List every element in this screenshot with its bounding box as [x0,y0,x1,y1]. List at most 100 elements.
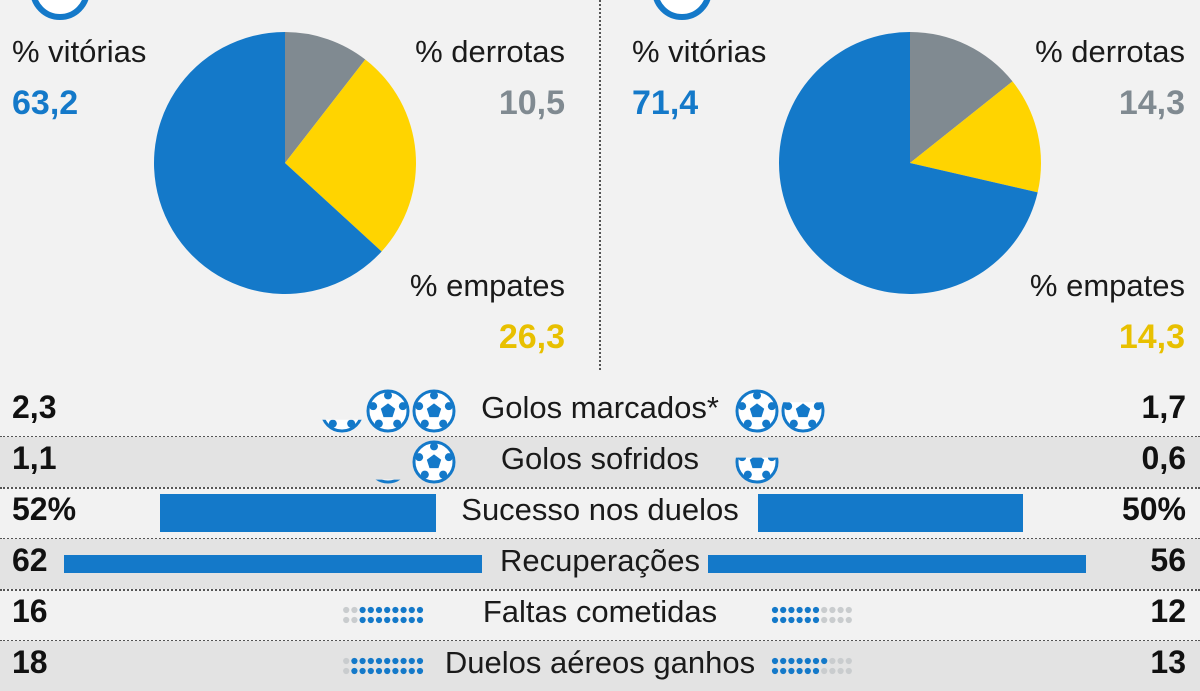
aerial-duels-left-dot [351,657,358,665]
aerial-duels-right-dot [837,667,844,675]
aerial-duels-right-dot [829,667,836,675]
right-pie-chart [779,32,1041,294]
goals-scored-left-value: 2,3 [12,389,57,425]
fouls-right-dot [796,616,803,624]
duel-success-label: Sucesso nos duelos [461,492,739,527]
aerial-duels-left-dot [359,657,366,665]
left-pie-wins-slice [153,32,382,294]
goals-conceded-left-value: 1,1 [12,440,57,476]
fouls-right-dot [845,616,852,624]
aerial-duels-right-dot [812,657,820,665]
row-separator [0,487,1200,489]
aerial-duels-left-dot [367,667,374,675]
recoveries-right-value: 56 [1150,542,1186,578]
aerial-duels-left-dot [375,667,383,675]
recoveries-label: Recuperações [500,543,700,578]
fouls-right-dot [845,606,852,614]
left-losses-label: % derrotas [415,34,565,69]
fouls-left-dot [392,606,399,614]
goals-scored-right-ball [735,389,779,433]
goals-scored-left-ball [366,389,410,433]
fouls-left-dot [392,616,399,624]
aerial-duels-right-dot [812,667,820,675]
row-separator [0,589,1200,591]
fouls-right-dot [837,606,844,614]
stat-row-goals-scored: 2,3 Golos marcados* 1,7 [0,386,1200,436]
duel-success-left-bar [160,494,436,532]
fouls-left-dot [384,616,391,624]
aerial-duels-left-dot [408,657,415,665]
goals-conceded-label: Golos sofridos [500,441,700,476]
goals-scored-label: Golos marcados* [481,390,719,425]
left-pie-chart [153,32,416,294]
aerial-duels-left-dot [351,667,358,675]
aerial-duels-label: Duelos aéreos ganhos [444,645,756,680]
aerial-duels-dots [343,657,852,675]
fouls-left-dot [359,606,366,614]
team-a-logo [30,0,90,20]
pie-divider [599,0,601,370]
stat-row-fouls: 16 Faltas cometidas 12 [0,590,1200,640]
duel-success-left-value: 52% [12,491,77,527]
aerial-duels-right-dot [771,657,779,665]
left-losses-value: 10,5 [498,84,565,122]
aerial-duels-left-value: 18 [12,644,48,680]
fouls-left-dot [416,606,424,614]
right-wins-value: 71,4 [632,84,699,122]
fouls-right-dot [804,616,811,624]
fouls-right-dot [780,606,787,614]
aerial-duels-right-dot [829,657,836,665]
aerial-duels-left-dot [416,667,424,675]
fouls-right-dot [788,606,795,614]
aerial-duels-right-dot [821,667,828,675]
goals-conceded-left-ball [412,440,456,484]
fouls-left-dot [367,616,374,624]
left-pie-losses-slice [285,32,366,163]
goals-conceded-left-ball [375,479,401,484]
right-draws-label: % empates [1029,268,1185,303]
aerial-duels-right-dot [804,657,811,665]
fouls-left-dot [400,616,407,624]
goals-scored-right-ball [781,402,825,433]
aerial-duels-right-dot [804,667,811,675]
stat-row-duel-success: 52% Sucesso nos duelos 50% [0,488,1200,538]
aerial-duels-left-dot [343,667,350,675]
aerial-duels-left-dot [375,657,383,665]
fouls-right-dot [812,606,820,614]
aerial-duels-left-dot [400,667,407,675]
team-b-logo [652,0,712,20]
aerial-duels-right-dot [788,657,795,665]
fouls-right-dot [821,616,828,624]
aerial-duels-right-value: 13 [1150,644,1186,680]
fouls-right-dot [821,606,828,614]
left-draws-value: 26,3 [498,318,565,356]
aerial-duels-left-dot [384,667,391,675]
fouls-right-value: 12 [1150,593,1186,629]
right-draws-value: 14,3 [1118,318,1185,356]
right-pie-draws-slice [910,81,1041,193]
right-losses-value: 14,3 [1118,84,1185,122]
aerial-duels-left-dot [359,667,366,675]
goals-conceded-right-value: 0,6 [1141,440,1186,476]
aerial-duels-left-dot [392,667,399,675]
fouls-right-dot [804,606,811,614]
aerial-duels-right-dot [771,667,779,675]
aerial-duels-left-dot [416,657,424,665]
left-wins-value: 63,2 [12,84,79,122]
fouls-left-dot [408,616,415,624]
aerial-duels-right-dot [837,657,844,665]
aerial-duels-right-dot [821,657,828,665]
fouls-left-dot [343,616,350,624]
aerial-duels-right-dot [845,657,852,665]
fouls-left-dot [367,606,374,614]
goals-scored-right-value: 1,7 [1141,389,1186,425]
aerial-duels-right-dot [796,667,803,675]
fouls-right-dot [780,616,787,624]
recoveries-right-bar [708,555,1086,573]
fouls-dots [343,606,852,624]
fouls-right-dot [812,616,820,624]
fouls-left-dot [416,616,424,624]
aerial-duels-left-dot [384,657,391,665]
aerial-duels-left-dot [367,657,374,665]
fouls-left-dot [408,606,415,614]
